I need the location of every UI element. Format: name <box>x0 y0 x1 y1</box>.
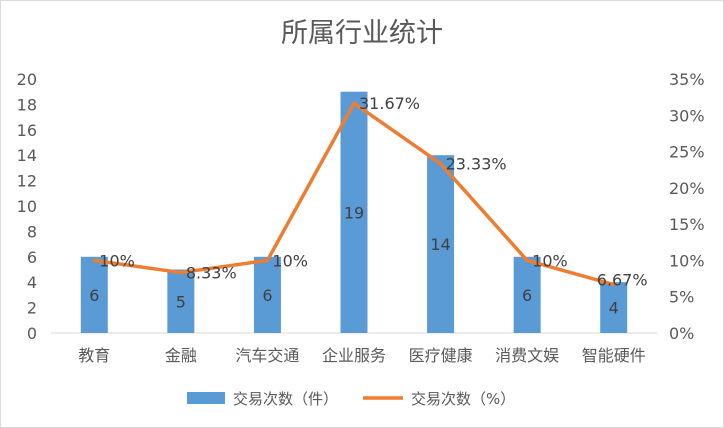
line-point <box>179 271 183 275</box>
line-series: 10% 8.33% 10% 31.67% 23.33% 10% 6.67% <box>92 94 648 290</box>
x-axis-categories: 教育 金融 汽车交通 企业服务 医疗健康 消费文娱 智能硬件 <box>78 346 645 365</box>
right-tick-label: 35% <box>669 70 705 89</box>
left-tick-label: 10 <box>17 197 37 216</box>
left-tick-label: 0 <box>27 324 37 343</box>
line-point <box>439 162 443 166</box>
line-point <box>525 258 529 262</box>
bar <box>513 256 541 333</box>
line-point <box>92 258 96 262</box>
bar-value-label: 14 <box>430 235 450 254</box>
bar <box>340 91 368 333</box>
legend-bar-label: 交易次数（件） <box>233 390 338 408</box>
right-tick-label: 5% <box>669 288 694 307</box>
right-tick-label: 30% <box>669 106 705 125</box>
left-tick-label: 12 <box>17 172 37 191</box>
left-tick-label: 2 <box>27 299 37 318</box>
left-tick-label: 6 <box>27 248 37 267</box>
right-tick-label: 0% <box>669 324 694 343</box>
left-tick-label: 16 <box>17 121 37 140</box>
right-tick-label: 15% <box>669 215 705 234</box>
line-value-label: 10% <box>272 251 308 270</box>
bar-value-label: 19 <box>344 203 364 222</box>
left-y-axis: 0 2 4 6 8 10 12 14 16 18 20 <box>17 70 37 343</box>
category-label: 教育 <box>78 346 110 365</box>
right-tick-label: 20% <box>669 179 705 198</box>
bar-value-label: 4 <box>609 299 619 318</box>
category-label: 企业服务 <box>322 346 386 365</box>
bar-value-label: 6 <box>89 286 99 305</box>
line-point <box>612 283 616 287</box>
line-value-label: 10% <box>99 251 135 270</box>
right-tick-label: 25% <box>669 143 705 162</box>
line-value-label: 8.33% <box>186 264 237 283</box>
left-tick-label: 20 <box>17 70 37 89</box>
line-value-label: 31.67% <box>359 94 420 113</box>
left-tick-label: 4 <box>27 273 37 292</box>
left-tick-label: 8 <box>27 222 37 241</box>
bar <box>253 256 281 333</box>
bar-value-label: 6 <box>522 286 532 305</box>
legend: 交易次数（件） 交易次数（%） <box>187 390 515 408</box>
bar-value-label: 6 <box>262 286 272 305</box>
line-value-label: 23.33% <box>446 155 507 174</box>
bar <box>427 155 455 333</box>
legend-line-label: 交易次数（%） <box>411 390 515 408</box>
bar <box>600 282 628 333</box>
category-label: 医疗健康 <box>409 346 473 365</box>
right-tick-label: 10% <box>669 251 705 270</box>
left-tick-label: 14 <box>17 146 37 165</box>
bar-value-label: 5 <box>176 292 186 311</box>
line-value-label: 6.67% <box>597 271 648 290</box>
bar-series: 6 5 6 19 14 6 4 <box>80 91 628 333</box>
category-label: 金融 <box>165 346 197 365</box>
left-tick-label: 18 <box>17 95 37 114</box>
line-point <box>352 101 356 105</box>
category-label: 智能硬件 <box>582 346 646 365</box>
bar <box>167 269 195 333</box>
chart-title: 所属行业统计 <box>281 18 443 49</box>
line-point <box>265 258 269 262</box>
bar <box>80 256 108 333</box>
right-y-axis: 0% 5% 10% 15% 20% 25% 30% 35% <box>669 70 705 343</box>
line-value-label: 10% <box>532 251 568 270</box>
legend-bar-swatch <box>187 392 225 404</box>
category-label: 消费文娱 <box>495 346 559 365</box>
category-label: 汽车交通 <box>235 346 299 365</box>
